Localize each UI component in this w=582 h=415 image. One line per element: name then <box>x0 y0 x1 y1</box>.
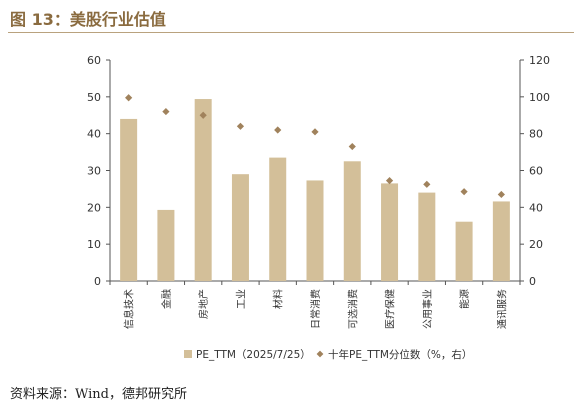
pe-bar <box>157 209 175 281</box>
right-tick-label: 80 <box>529 128 543 141</box>
category-label: 房地产 <box>197 289 210 319</box>
category-labels: 信息技术 金融 房地产 工业 材料 日常消费 可选消费 医疗保健 公用事业 能源 通讯服务 <box>123 289 509 329</box>
right-tick-label: 40 <box>529 201 543 214</box>
legend-label-pe: PE_TTM（2025/7/25） <box>196 349 311 361</box>
pe-bar <box>492 201 510 281</box>
category-label: 信息技术 <box>123 289 136 329</box>
figure-title: 图 13：美股行业估值 <box>10 10 166 29</box>
percentile-marker <box>423 180 431 188</box>
left-tick-label: 0 <box>94 275 101 288</box>
pe-bar <box>418 192 436 281</box>
category-label: 日常消费 <box>309 289 322 329</box>
pe-bar <box>120 118 138 281</box>
percentile-marker <box>311 128 319 136</box>
right-tick-label: 0 <box>529 275 536 288</box>
category-label: 工业 <box>235 289 247 309</box>
category-label: 金融 <box>160 289 173 309</box>
source-note: 资料来源：Wind，德邦研究所 <box>10 387 187 402</box>
legend-swatch-marker <box>316 350 324 358</box>
left-tick-label: 50 <box>87 91 101 104</box>
pe-bar <box>194 99 212 281</box>
legend: PE_TTM（2025/7/25） 十年PE_TTM分位数（%，右） <box>184 348 472 361</box>
pe-bar <box>381 183 399 281</box>
pe-bars <box>120 99 510 281</box>
percentile-marker <box>236 122 245 130</box>
pe-bar <box>231 174 249 281</box>
percentile-marker <box>274 126 282 134</box>
left-tick-label: 40 <box>87 128 101 141</box>
pe-bar <box>455 221 473 281</box>
right-tick-label: 20 <box>529 238 543 251</box>
category-label: 公用事业 <box>421 289 434 329</box>
category-label: 能源 <box>458 289 471 309</box>
category-label: 可选消费 <box>346 289 359 329</box>
category-label: 通讯服务 <box>495 289 508 329</box>
left-tick-label: 20 <box>87 201 101 214</box>
right-tick-label: 120 <box>529 54 550 67</box>
title-divider <box>8 32 574 33</box>
pe-bar <box>306 180 324 281</box>
percentile-marker <box>460 188 468 196</box>
percentile-marker <box>162 107 170 116</box>
pe-bar <box>269 157 287 281</box>
legend-label-percentile: 十年PE_TTM分位数（%，右） <box>328 348 472 361</box>
right-tick-label: 60 <box>529 165 543 178</box>
percentile-marker <box>348 142 356 151</box>
percentile-markers <box>125 94 505 199</box>
left-tick-label: 60 <box>87 54 101 67</box>
category-label: 医疗保健 <box>384 289 397 329</box>
category-label: 材料 <box>272 289 285 309</box>
pe-bar <box>343 161 361 281</box>
percentile-marker <box>497 190 505 199</box>
left-tick-label: 10 <box>87 238 101 251</box>
legend-swatch-bar <box>184 350 192 358</box>
percentile-marker <box>385 177 394 185</box>
percentile-marker <box>125 94 133 102</box>
percentile-marker <box>199 111 207 119</box>
right-tick-label: 100 <box>529 91 550 104</box>
left-tick-label: 30 <box>87 165 101 178</box>
